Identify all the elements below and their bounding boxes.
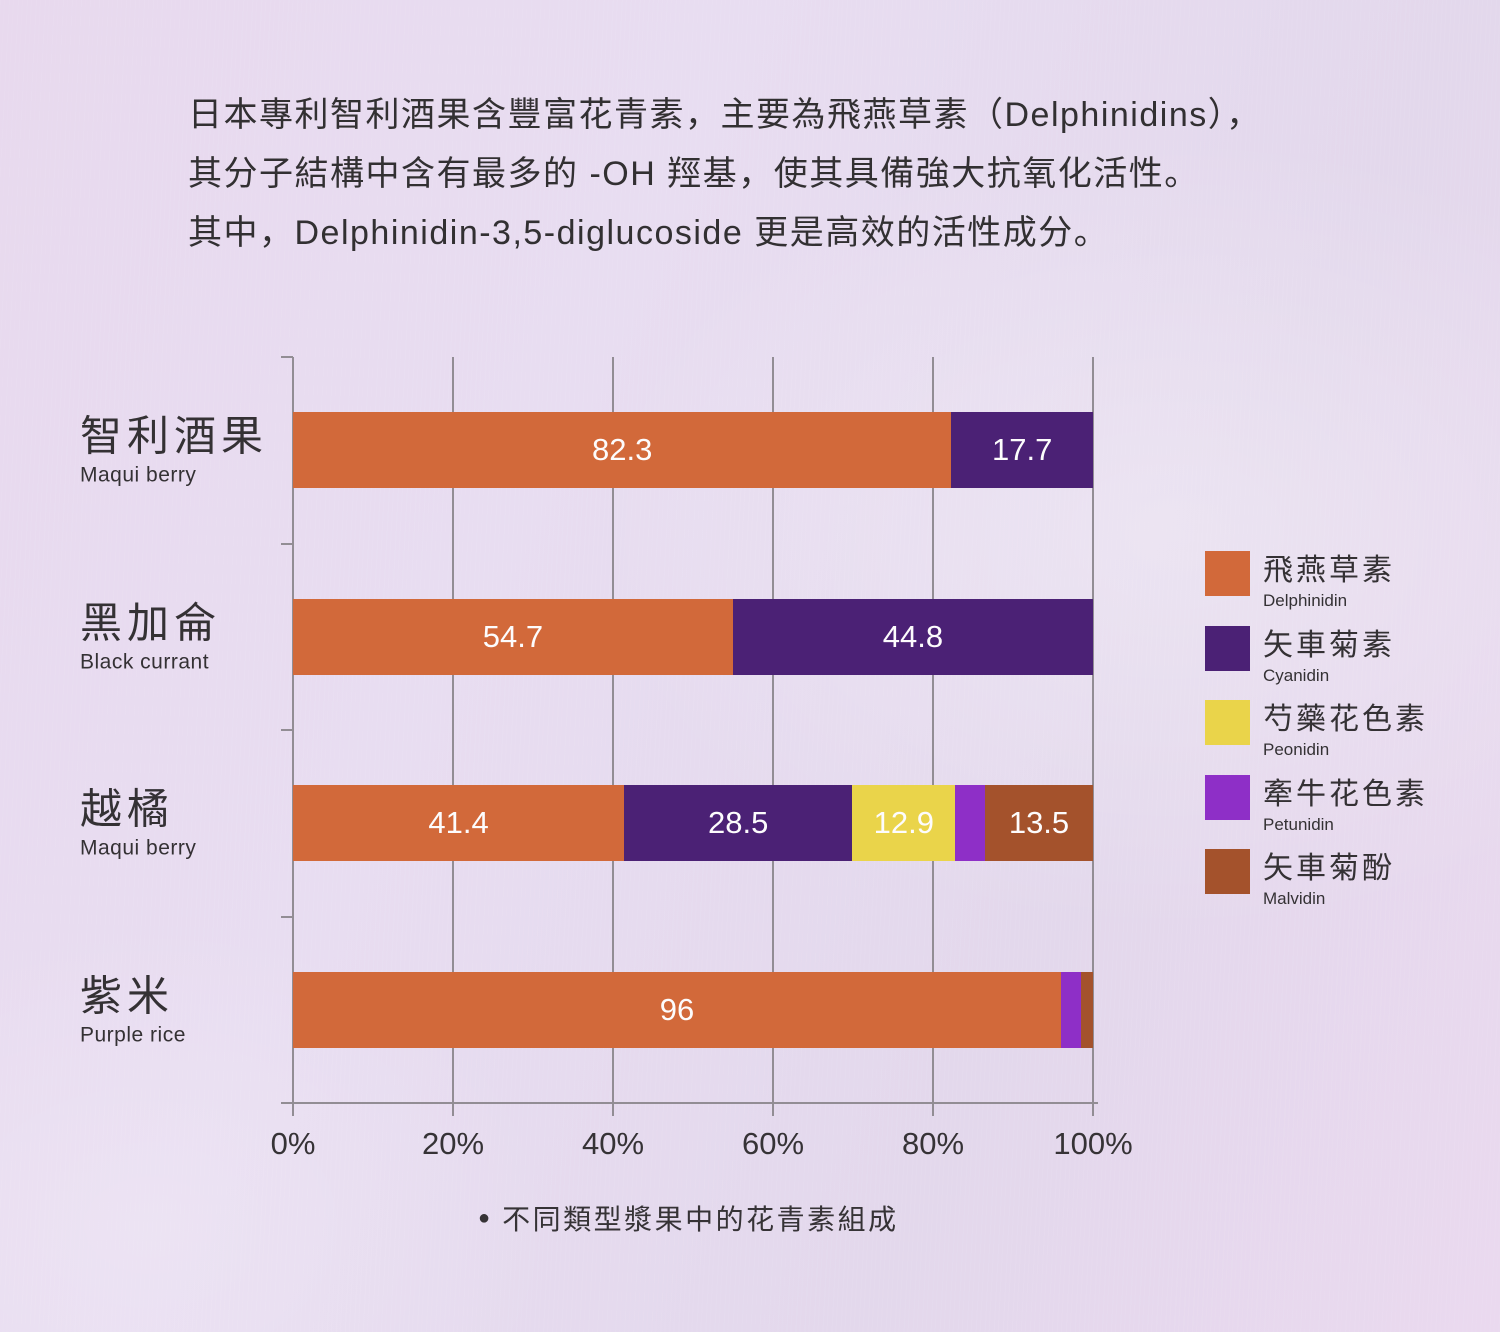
bar-segment: [1081, 971, 1093, 1048]
legend-item: 矢車菊素 Cyanidin: [1205, 625, 1395, 686]
axis-tick-icon: [1092, 1103, 1094, 1116]
category-label-en: Purple rice: [80, 1023, 186, 1047]
legend-item: 矢車菊酚 Malvidin: [1205, 849, 1395, 909]
bar-value-label: 54.7: [482, 618, 544, 654]
legend-label: 矢車菊素 Cyanidin: [1263, 626, 1395, 686]
x-axis-tick-label: 60%: [741, 1126, 805, 1161]
caption-bullet-icon: ●: [478, 1206, 491, 1229]
legend-label: 牽牛花色素 Petunidin: [1263, 775, 1428, 835]
legend-label-zh: 矢車菊酚: [1263, 852, 1395, 885]
axis-tick-icon: [281, 356, 293, 358]
legend-label: 飛燕草素 Delphinidin: [1263, 551, 1395, 611]
bar-segment: 13.5: [985, 785, 1093, 862]
bar-chart-plot-area: 82.3 17.7 54.7 44.8 41.4 28.5 12.9 13.5 96: [281, 356, 1098, 1116]
intro-line-1: 日本專利智利酒果含豐富花青素，主要為飛燕草素（Delphinidins），: [188, 96, 1262, 134]
category-label-zh: 智利酒果: [80, 412, 269, 460]
intro-line-2: 其分子結構中含有最多的 -OH 羥基，使其具備強大抗氧化活性。: [188, 155, 1200, 193]
legend-label-en: Cyanidin: [1263, 665, 1330, 685]
category-label: 越橘 Maqui berry: [80, 785, 196, 862]
grid-line-icon: [292, 357, 294, 1103]
category-label: 黑加侖 Black currant: [80, 598, 221, 675]
category-label-zh: 黑加侖: [80, 599, 222, 647]
bar-segment: [955, 785, 985, 862]
x-axis-tick-label: 100%: [1053, 1126, 1133, 1161]
category-label-zh: 紫米: [80, 972, 175, 1020]
bar-segment: 12.9: [852, 785, 956, 862]
axis-tick-icon: [292, 1103, 294, 1116]
x-axis-tick-label: 0%: [270, 1126, 316, 1161]
legend-item: 飛燕草素 Delphinidin: [1205, 551, 1395, 611]
intro-text: 日本專利智利酒果含豐富花青素，主要為飛燕草素（Delphinidins）， 其分…: [188, 86, 1262, 263]
legend-label-en: Malvidin: [1263, 889, 1326, 908]
legend-label-zh: 芍藥花色素: [1263, 703, 1428, 736]
category-label-en: Maqui berry: [80, 463, 197, 487]
bar-value-label: 44.8: [882, 618, 944, 654]
bar-segment: [1061, 971, 1081, 1048]
bar-value-label: 82.3: [592, 432, 653, 468]
legend-label-zh: 矢車菊素: [1263, 628, 1395, 662]
bar-segment: 54.7: [293, 598, 733, 675]
grid-line-icon: [1092, 357, 1094, 1103]
x-axis-tick-label: 80%: [901, 1126, 965, 1161]
category-label-en: Black currant: [80, 650, 210, 674]
legend-swatch-icon: [1205, 774, 1250, 820]
bar-segment: 96: [293, 971, 1061, 1048]
bar-row: 96: [293, 971, 1093, 1048]
grid-line-icon: [612, 357, 614, 1103]
bar-segment: 17.7: [951, 412, 1093, 489]
axis-tick-icon: [612, 1103, 614, 1116]
bar-value-label: 28.5: [708, 805, 769, 841]
x-axis-tick-label: 20%: [421, 1126, 485, 1161]
caption-text: 不同類型漿果中的花青素組成: [502, 1204, 899, 1235]
bar-row: 54.7 44.8: [293, 598, 1093, 675]
legend-label-zh: 牽牛花色素: [1263, 777, 1428, 811]
category-label: 紫米 Purple rice: [80, 971, 186, 1048]
bar-segment: 44.8: [732, 598, 1093, 675]
grid-line-icon: [772, 357, 774, 1103]
axis-tick-icon: [772, 1103, 774, 1116]
bar-value-label: 13.5: [1008, 805, 1070, 841]
axis-tick-icon: [281, 542, 293, 545]
bar-value-label: 96: [659, 991, 695, 1027]
axis-tick-icon: [281, 729, 293, 731]
axis-tick-icon: [281, 915, 293, 918]
legend-swatch-icon: [1205, 625, 1250, 671]
bar-segment: 41.4: [293, 785, 625, 862]
grid-line-icon: [932, 357, 934, 1103]
category-label-en: Maqui berry: [80, 836, 197, 860]
legend-label-en: Delphinidin: [1263, 591, 1348, 610]
legend-item: 牽牛花色素 Petunidin: [1205, 774, 1428, 835]
legend-label: 芍藥花色素 Peonidin: [1263, 700, 1428, 760]
legend-label-en: Petunidin: [1263, 814, 1334, 834]
axis-baseline: [281, 1102, 1098, 1104]
bar-row: 82.3 17.7: [293, 412, 1093, 489]
axis-tick-icon: [932, 1103, 934, 1116]
x-axis-tick-label: 40%: [581, 1126, 645, 1161]
category-label: 智利酒果 Maqui berry: [80, 412, 268, 489]
legend-label-zh: 飛燕草素: [1263, 554, 1395, 587]
legend-item: 芍藥花色素 Peonidin: [1205, 700, 1428, 760]
category-label-zh: 越橘: [80, 785, 175, 833]
bar-value-label: 41.4: [428, 805, 489, 841]
legend-label-en: Peonidin: [1263, 740, 1330, 759]
bar-value-label: 12.9: [873, 805, 934, 841]
bar-segment: 82.3: [293, 412, 952, 489]
legend-swatch-icon: [1205, 700, 1250, 745]
bar-segment: 28.5: [624, 785, 853, 862]
legend-swatch-icon: [1205, 849, 1250, 894]
intro-line-3: 其中，Delphinidin-3,5-diglucoside 更是高效的活性成分…: [188, 214, 1110, 252]
legend-swatch-icon: [1205, 551, 1250, 596]
axis-tick-icon: [452, 1103, 454, 1116]
bar-row: 41.4 28.5 12.9 13.5: [293, 785, 1093, 862]
grid-line-icon: [452, 357, 454, 1103]
bar-value-label: 17.7: [992, 432, 1053, 468]
chart-caption: ● 不同類型漿果中的花青素組成: [478, 1198, 899, 1238]
legend-label: 矢車菊酚 Malvidin: [1263, 849, 1395, 909]
